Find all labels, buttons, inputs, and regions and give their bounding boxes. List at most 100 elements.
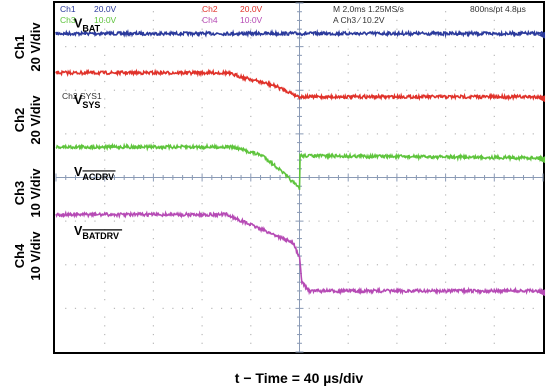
grid-dot: [279, 89, 281, 91]
grid-dot: [152, 185, 154, 187]
grid-dot: [84, 264, 86, 266]
grid-dot: [104, 316, 106, 318]
trace-label-acdrv: VACDRV: [74, 165, 114, 182]
trace-marker-bat: ◀: [538, 31, 545, 41]
grid-dot: [347, 333, 349, 336]
grid-dot: [84, 220, 86, 222]
grid-dot: [493, 316, 495, 318]
grid-dot: [493, 37, 495, 39]
header-ch2-scale: 20.0V: [240, 4, 263, 14]
grid-dot: [483, 220, 486, 222]
grid-dot: [493, 98, 495, 100]
grid-dot: [357, 307, 359, 309]
grid-dot: [211, 46, 213, 48]
grid-dot: [493, 63, 495, 65]
grid-dot: [104, 185, 106, 187]
grid-dot: [347, 115, 349, 118]
grid-dot: [152, 142, 154, 144]
grid-dot: [396, 342, 398, 344]
grid-dot: [279, 307, 281, 309]
grid-dot: [220, 220, 223, 222]
trace-label-sys: VSYS: [74, 93, 100, 110]
grid-dot: [522, 307, 525, 309]
grid-dot: [493, 342, 495, 344]
trace-labels: VBAT VSYS VACDRV VBATDRV: [74, 17, 123, 241]
grid-dot: [65, 46, 67, 48]
grid-dot: [201, 63, 203, 65]
grid-dot: [493, 150, 495, 152]
grid-dot: [396, 203, 398, 205]
grid-dot: [357, 264, 359, 266]
grid-dot: [347, 281, 349, 283]
channel-label-4: Ch4 10 V/div: [12, 231, 43, 281]
grid-dot: [211, 89, 213, 91]
grid-dot: [337, 46, 340, 48]
grid-dot: [123, 307, 125, 309]
grid-dot: [230, 133, 232, 135]
grid-dot: [396, 281, 398, 283]
grid-dot: [503, 46, 505, 48]
grid-dot: [74, 264, 77, 266]
grid-dot: [133, 264, 135, 266]
grid-dot: [104, 98, 106, 100]
grid-dot: [201, 316, 203, 318]
grid-dot: [445, 28, 447, 30]
grid-dot: [308, 89, 310, 91]
grid-dot: [328, 133, 330, 135]
grid-dot: [337, 133, 340, 135]
grid-dot: [230, 89, 232, 91]
grid-dot: [172, 264, 174, 266]
grid-dot: [386, 133, 388, 135]
grid-dot: [104, 325, 106, 327]
grid-dot: [113, 46, 116, 48]
grid-dot: [396, 325, 398, 327]
grid-dot: [84, 89, 86, 91]
grid-dot: [230, 264, 232, 266]
grid-dot: [445, 168, 447, 170]
grid-dot: [513, 264, 515, 266]
grid-dot: [376, 264, 379, 266]
grid-dot: [503, 89, 505, 91]
grid-dot: [445, 281, 447, 283]
trace-marker-sys: ◀: [538, 94, 545, 104]
grid-dot: [347, 98, 349, 100]
grid-dot: [386, 46, 388, 48]
grid-dot: [396, 115, 398, 118]
header-ch4-name: Ch4: [202, 15, 218, 25]
grid-dot: [250, 229, 252, 231]
grid-dot: [201, 342, 203, 344]
grid-dot: [493, 246, 495, 248]
grid-dot: [143, 264, 145, 266]
grid-dot: [328, 46, 330, 48]
grid-dot: [191, 89, 193, 91]
grid-dot: [104, 28, 106, 30]
grid-dot: [493, 237, 495, 240]
grid-dot: [104, 272, 106, 275]
grid-dot: [104, 142, 106, 144]
grid-dot: [483, 89, 486, 91]
grid-dot: [396, 63, 398, 65]
grid-dot: [347, 80, 349, 83]
grid-dot: [74, 46, 77, 48]
grid-dot: [493, 272, 495, 275]
grid-dot: [123, 133, 125, 135]
grid-dot: [201, 272, 203, 275]
grid-dot: [367, 220, 369, 222]
grid-dot: [201, 194, 203, 196]
grid-dot: [201, 11, 203, 13]
grid-dot: [445, 237, 447, 240]
grid-dot: [191, 46, 193, 48]
grid-dot: [152, 11, 154, 13]
grid-dot: [289, 307, 291, 309]
grid-dot: [104, 80, 106, 83]
grid-dot: [308, 133, 310, 135]
grid-dot: [532, 220, 534, 222]
grid-dot: [396, 80, 398, 83]
grid-dot: [337, 220, 340, 222]
grid-dot: [483, 133, 486, 135]
grid-dot: [522, 264, 525, 266]
grid-dot: [464, 264, 466, 266]
grid-dot: [347, 272, 349, 275]
grid-dot: [152, 63, 154, 65]
